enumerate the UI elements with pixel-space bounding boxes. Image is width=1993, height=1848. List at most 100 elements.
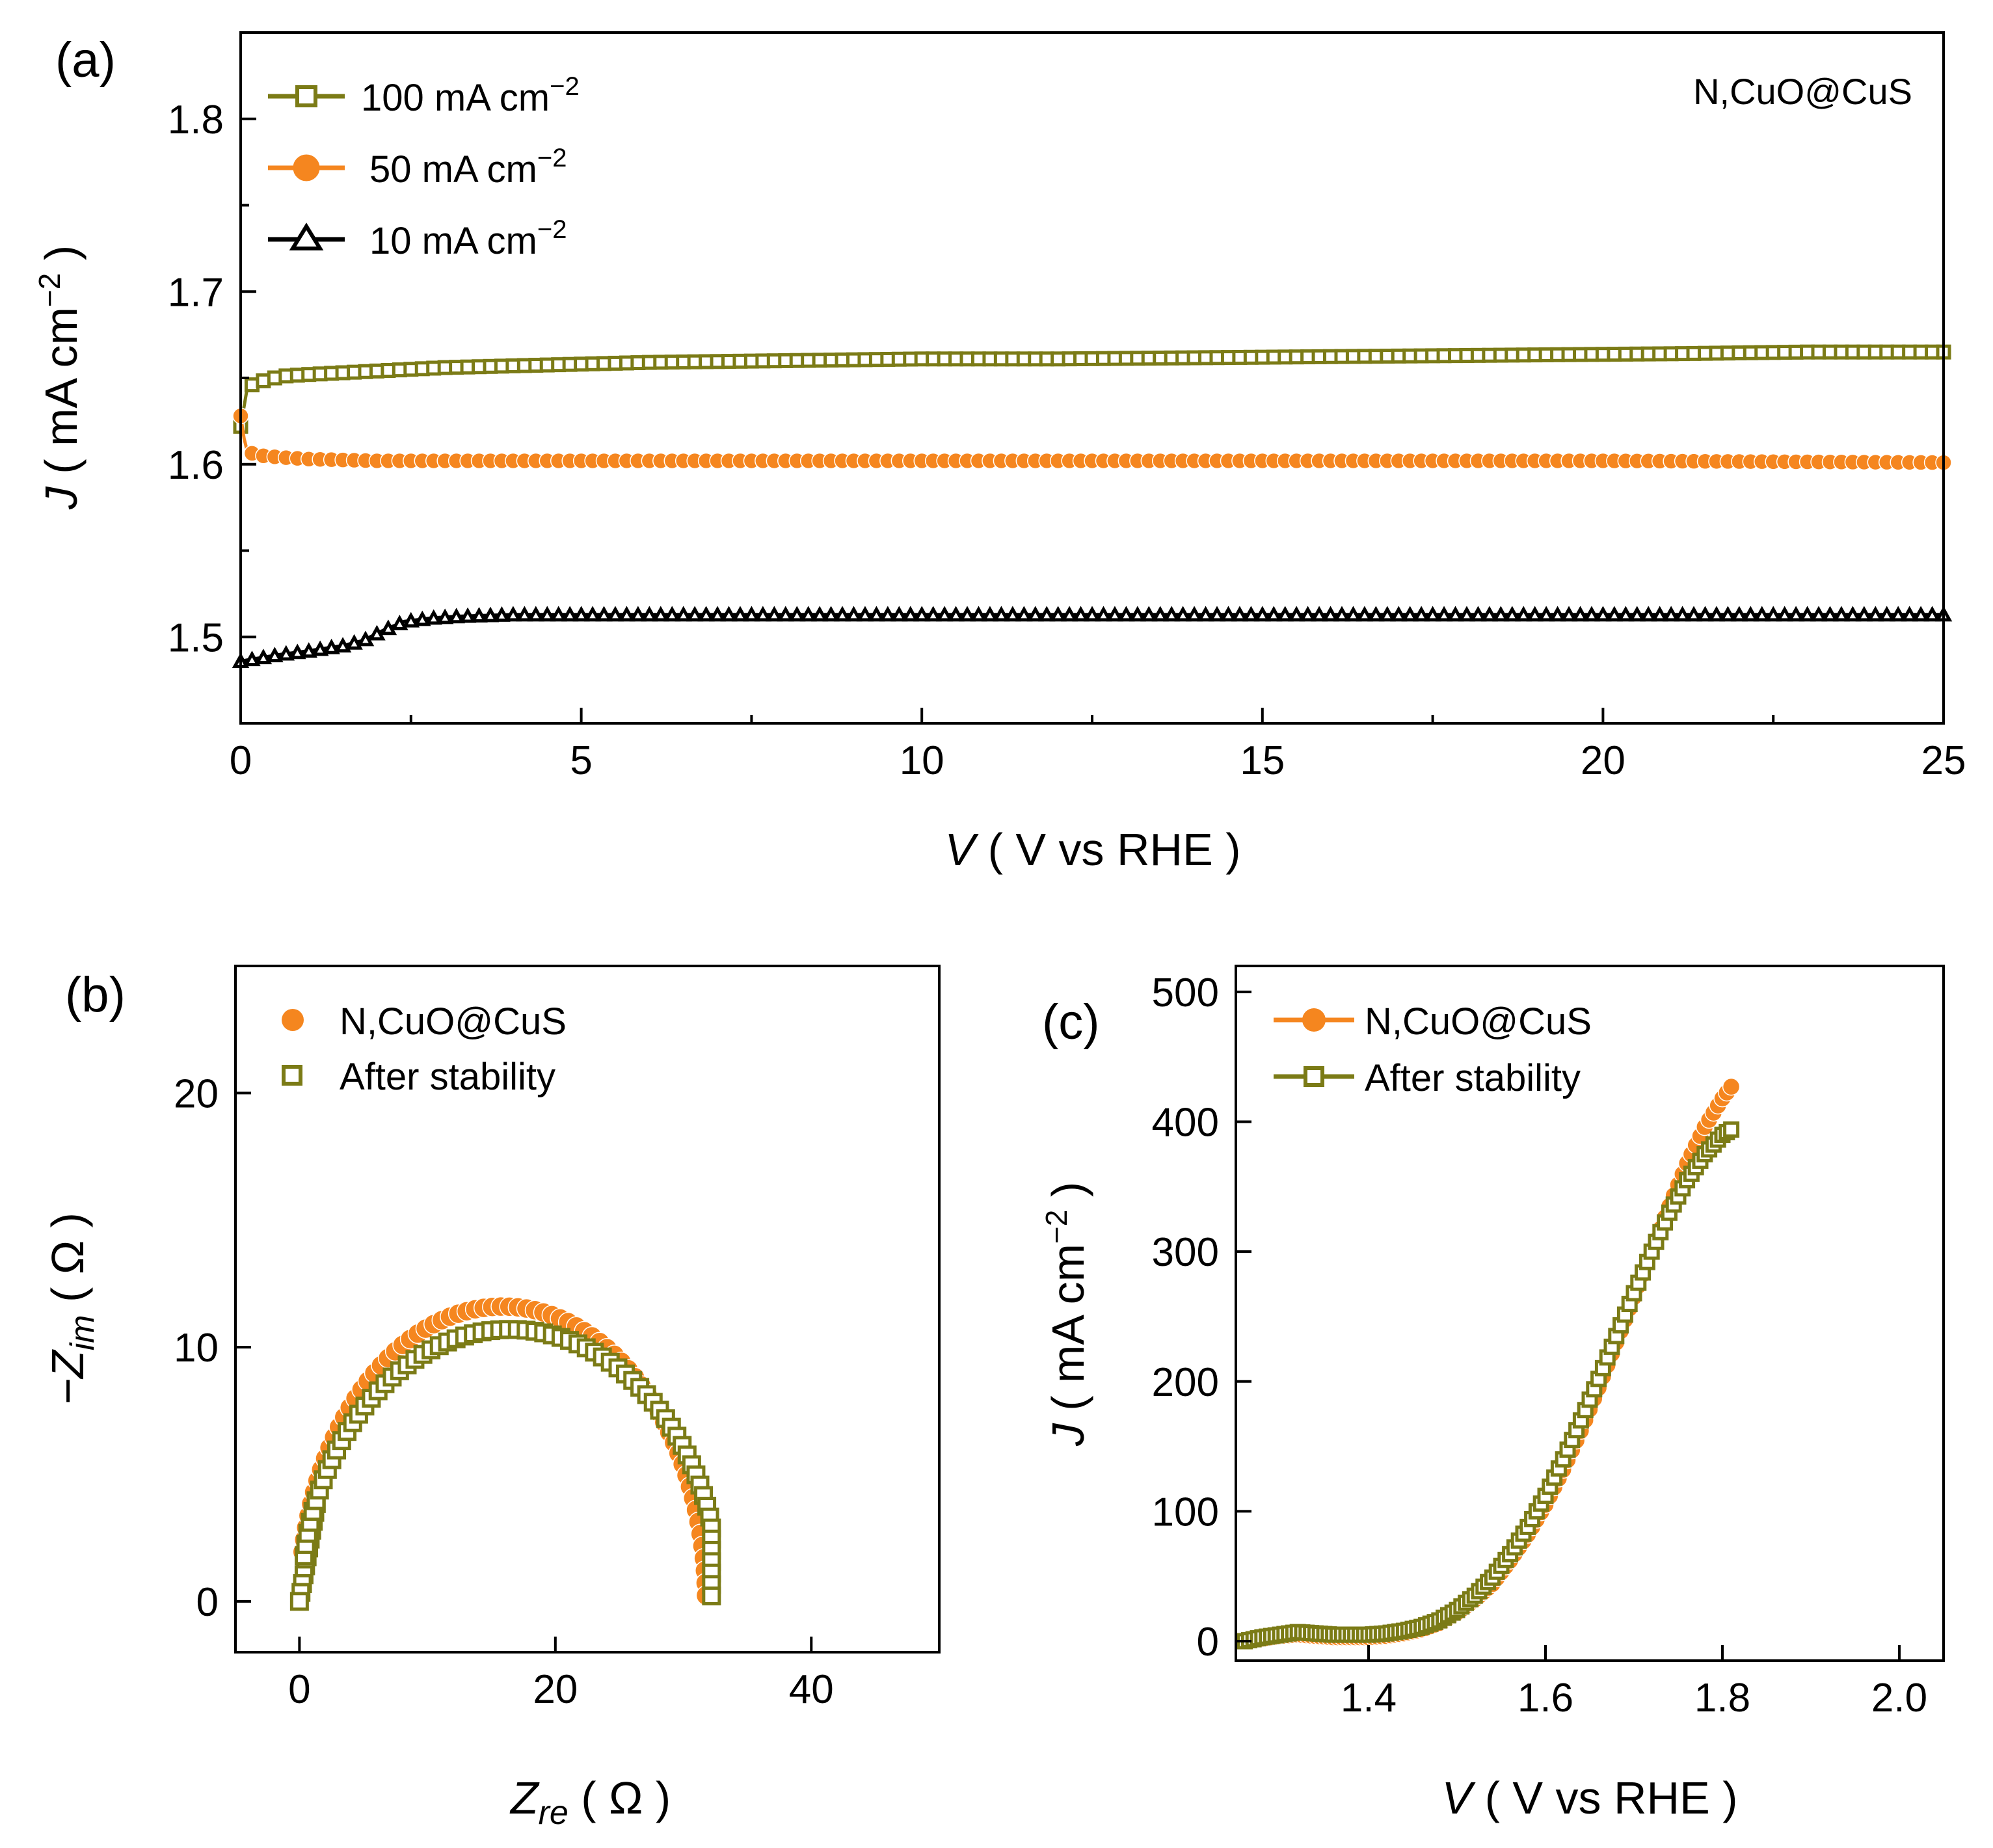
data-point <box>902 606 919 622</box>
legend-label-50: 50 mA cm−2 <box>369 144 567 191</box>
x-tick-label: 1.4 <box>1341 1676 1397 1721</box>
data-point <box>708 606 727 622</box>
data-point <box>1821 606 1839 622</box>
data-point <box>323 638 340 654</box>
data-point <box>277 645 295 661</box>
data-point <box>1344 606 1362 622</box>
data-point <box>1537 606 1555 622</box>
panel-b-chart: (b) 0 20 40 0 10 20 N,CuO@CuS After stability… <box>42 965 941 1832</box>
panel-c-plot-frame <box>1235 965 1945 1662</box>
data-point <box>414 610 431 626</box>
data-point <box>254 649 273 665</box>
legend-marker-circle <box>282 1009 304 1031</box>
data-point <box>1492 606 1510 622</box>
x-tick-label: 1.6 <box>1518 1676 1573 1721</box>
data-point <box>1742 606 1759 622</box>
data-point <box>731 606 749 622</box>
data-point <box>856 606 874 622</box>
series-square <box>1237 1121 1740 1650</box>
data-point <box>1208 606 1226 622</box>
data-point <box>1242 606 1260 622</box>
series-circle <box>232 407 1952 471</box>
data-point <box>243 650 261 667</box>
series-square <box>233 344 1951 434</box>
series-line <box>1244 1126 1733 1645</box>
data-point <box>606 606 624 622</box>
data-point <box>1469 606 1487 622</box>
data-point <box>1889 606 1907 622</box>
panel-b-plot-frame <box>234 965 941 1654</box>
data-point <box>583 606 602 622</box>
legend-marker-square <box>282 1065 302 1086</box>
y-tick-label: 20 <box>174 1071 219 1116</box>
data-point <box>1912 606 1930 622</box>
legend-marker-triangle <box>289 222 324 250</box>
data-point <box>1480 606 1499 622</box>
data-point <box>550 606 567 622</box>
data-point <box>1389 606 1408 622</box>
x-tick-label: 0 <box>230 738 252 783</box>
data-point <box>890 606 908 622</box>
legend-label-after-stability: After stability <box>340 1056 555 1098</box>
series-square <box>289 1320 721 1611</box>
data-point <box>1617 606 1635 622</box>
data-point <box>766 606 783 622</box>
x-tick-label: 10 <box>900 738 944 783</box>
data-point <box>1378 606 1397 622</box>
data-point <box>1106 606 1124 622</box>
data-point <box>697 606 715 622</box>
data-point <box>970 606 987 622</box>
legend-label-ncuo-cus: N,CuO@CuS <box>340 1000 567 1043</box>
x-tick-label: 2.0 <box>1871 1676 1927 1721</box>
data-point <box>1787 606 1805 622</box>
data-point <box>1140 606 1158 622</box>
data-point <box>356 630 375 647</box>
data-point <box>1435 606 1453 622</box>
data-point <box>1026 606 1044 622</box>
data-point <box>1707 606 1726 622</box>
data-point <box>1049 606 1067 622</box>
data-point <box>1560 606 1578 622</box>
data-point <box>425 609 442 625</box>
data-point <box>1878 606 1895 622</box>
data-point <box>958 606 976 622</box>
x-tick-label: 25 <box>1921 738 1966 783</box>
data-point <box>913 606 931 622</box>
data-point <box>379 619 397 636</box>
data-point <box>1503 606 1521 622</box>
data-point <box>459 607 477 623</box>
data-point <box>1185 606 1203 622</box>
data-point <box>1083 606 1101 622</box>
legend-label-after-stability: After stability <box>1365 1057 1581 1099</box>
panel-a-series-layer <box>232 344 1953 669</box>
data-point <box>993 606 1010 622</box>
series-circle <box>1235 1077 1741 1650</box>
data-point <box>1151 606 1169 622</box>
data-point <box>1764 606 1782 622</box>
data-point <box>1719 606 1737 622</box>
data-point <box>289 643 306 660</box>
legend-marker-square <box>1304 1066 1324 1087</box>
data-point <box>868 606 885 622</box>
legend-marker-square <box>295 85 317 107</box>
panel-a-legend: 100 mA cm−2 50 mA cm−2 10 mA cm−2 <box>268 72 580 262</box>
data-point <box>266 647 284 663</box>
data-point <box>686 606 704 622</box>
data-point <box>311 640 329 656</box>
data-point <box>652 606 670 622</box>
data-point <box>1605 606 1624 622</box>
data-point <box>1015 606 1033 622</box>
panel-c-chart: (c) 1.4 1.6 1.8 2.0 0 100 200 300 400 500 N,CuO@C… <box>1039 965 1945 1823</box>
data-point <box>1276 606 1294 622</box>
data-point <box>1004 606 1022 622</box>
data-point <box>1072 606 1090 622</box>
legend-item-after-stability: After stability <box>282 1056 555 1098</box>
data-point <box>641 606 658 622</box>
panel-b-ylabel: −Zim ( Ω ) <box>42 1212 101 1405</box>
data-point <box>845 606 863 622</box>
data-point <box>1832 606 1851 622</box>
x-tick-label: 0 <box>288 1667 310 1712</box>
panel-c-ticks: 1.4 1.6 1.8 2.0 0 100 200 300 400 500 <box>1152 971 1928 1721</box>
y-tick-label: 300 <box>1152 1230 1219 1275</box>
data-point <box>1401 606 1419 622</box>
